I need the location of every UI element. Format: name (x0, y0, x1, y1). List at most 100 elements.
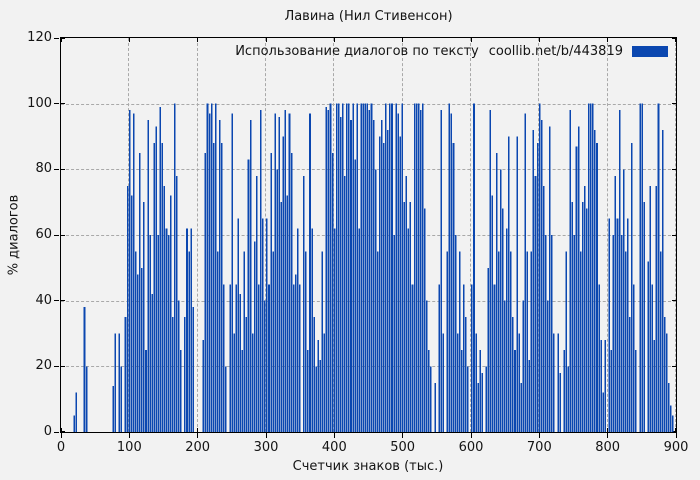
bar (378, 136, 381, 432)
bar (608, 218, 611, 432)
bar (257, 284, 260, 432)
bar (206, 103, 209, 432)
tick-mark (61, 431, 65, 432)
x-tick-mark (470, 433, 472, 438)
h-gridline (61, 235, 676, 236)
bar (465, 317, 467, 432)
bar (333, 228, 336, 432)
y-tick-label: 120 (27, 30, 52, 45)
x-axis-title: Счетчик знаков (тыс.) (292, 459, 444, 474)
bar (368, 110, 371, 432)
bar (372, 120, 375, 432)
y-tick-label: 80 (35, 161, 52, 177)
bar (665, 333, 668, 432)
bar (557, 333, 559, 432)
bar (514, 349, 516, 432)
bar (508, 136, 510, 432)
bar (298, 284, 301, 432)
bar (565, 251, 568, 432)
bar (547, 300, 549, 432)
bar (510, 251, 512, 432)
bar (440, 110, 442, 432)
bar (83, 307, 86, 432)
x-tick-label: 0 (56, 440, 66, 455)
bar (581, 202, 584, 432)
bar (354, 159, 356, 432)
bar (528, 359, 531, 432)
tick-mark (128, 38, 130, 42)
bar (319, 359, 322, 432)
bar (204, 152, 207, 432)
bar (430, 366, 432, 432)
bar (348, 103, 350, 432)
bar (292, 284, 295, 432)
tick-mark (61, 103, 65, 105)
y-tick-label: 20 (35, 358, 52, 374)
bar (325, 106, 328, 432)
bar (417, 103, 420, 432)
bar (264, 300, 266, 432)
bar (438, 284, 440, 432)
x-tick-label: 600 (458, 440, 484, 455)
bar (342, 103, 344, 432)
bar (454, 235, 457, 432)
bar (161, 143, 164, 432)
bar (641, 103, 643, 432)
bar (151, 294, 153, 432)
bar (180, 349, 182, 432)
bar (653, 340, 656, 432)
bar (268, 284, 270, 432)
y-tick-mark (54, 300, 59, 302)
chart-title: Лавина (Нил Стивенсон) (284, 9, 453, 24)
bar (424, 208, 426, 432)
bar (602, 392, 604, 432)
bar (649, 185, 652, 432)
bar (235, 284, 237, 432)
bar (260, 110, 262, 432)
bar (251, 333, 254, 432)
bar (216, 251, 219, 432)
bar (452, 143, 455, 432)
y-tick-mark (54, 37, 59, 39)
x-tick-label: 800 (595, 440, 621, 455)
tick-mark (672, 365, 676, 367)
y-tick-mark (54, 168, 59, 170)
bar (245, 317, 248, 432)
bar (313, 317, 315, 432)
x-tick-mark (333, 433, 335, 438)
bar (329, 103, 332, 432)
bar (579, 251, 582, 432)
bar (426, 300, 428, 432)
tick-mark (607, 428, 609, 432)
bar (477, 382, 479, 432)
bar (208, 113, 211, 432)
bar (629, 317, 631, 432)
tick-mark (607, 38, 609, 42)
bar (173, 103, 176, 432)
bar (516, 136, 518, 432)
bar (450, 113, 453, 432)
bar (495, 152, 498, 432)
bar (421, 103, 424, 432)
bar (124, 317, 127, 432)
bar (598, 284, 600, 432)
bar (202, 340, 205, 432)
x-tick-label: 400 (321, 440, 347, 455)
bar (503, 300, 506, 432)
plot-area: Использование диалогов по тексту coollib… (60, 37, 677, 433)
x-tick-mark (675, 433, 677, 438)
bar (506, 228, 508, 432)
bar (647, 261, 650, 432)
bar (612, 235, 615, 432)
bar (323, 333, 326, 432)
tick-mark (265, 428, 267, 432)
bar (672, 415, 674, 432)
bar (567, 366, 570, 432)
bar (667, 382, 670, 432)
bar (588, 103, 590, 432)
bar (592, 103, 594, 432)
y-tick-label: 0 (43, 424, 52, 439)
bar (594, 129, 596, 432)
bar (335, 103, 338, 432)
